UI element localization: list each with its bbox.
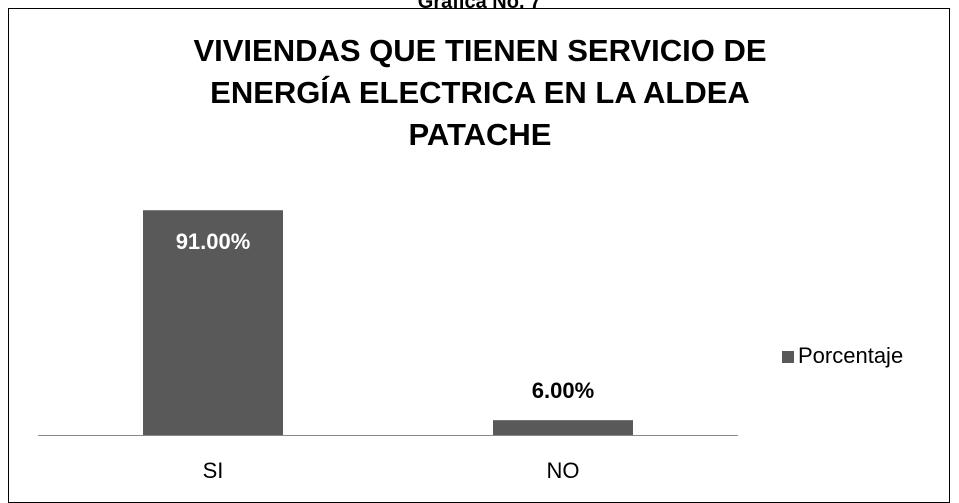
x-tick-label: NO	[547, 458, 580, 483]
data-label: 6.00%	[532, 378, 594, 403]
legend-swatch	[782, 351, 794, 363]
chart-title: VIVIENDAS QUE TIENEN SERVICIO DE ENERGÍA…	[193, 33, 767, 152]
data-label: 91.00%	[176, 229, 251, 254]
bar	[493, 420, 633, 435]
x-tick-label: SI	[203, 458, 224, 483]
bar	[143, 210, 283, 435]
legend-label: Porcentaje	[798, 343, 903, 368]
caption: Gráfica No. 7	[417, 0, 542, 13]
